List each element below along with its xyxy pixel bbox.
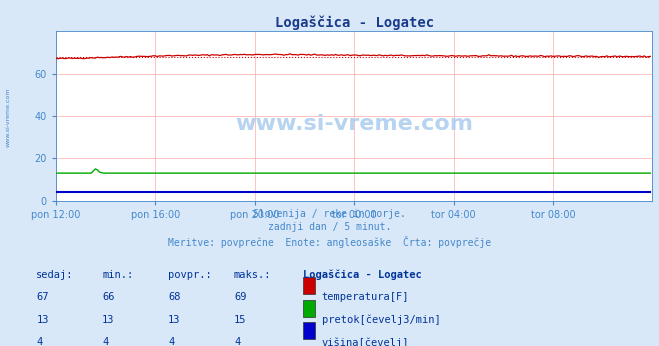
Text: www.si-vreme.com: www.si-vreme.com: [5, 88, 11, 147]
Text: Slovenija / reke in morje.: Slovenija / reke in morje.: [253, 209, 406, 219]
Text: 13: 13: [168, 315, 181, 325]
Text: 4: 4: [102, 337, 108, 346]
Title: Logaščica - Logatec: Logaščica - Logatec: [275, 16, 434, 30]
Text: 66: 66: [102, 292, 115, 302]
Text: 13: 13: [102, 315, 115, 325]
Text: 69: 69: [234, 292, 246, 302]
Text: 67: 67: [36, 292, 49, 302]
Text: 4: 4: [36, 337, 42, 346]
Text: sedaj:: sedaj:: [36, 270, 74, 280]
Text: 68: 68: [168, 292, 181, 302]
Text: povpr.:: povpr.:: [168, 270, 212, 280]
Text: 4: 4: [234, 337, 240, 346]
Text: zadnji dan / 5 minut.: zadnji dan / 5 minut.: [268, 222, 391, 233]
Text: maks.:: maks.:: [234, 270, 272, 280]
Text: www.si-vreme.com: www.si-vreme.com: [235, 115, 473, 134]
Text: Logaščica - Logatec: Logaščica - Logatec: [303, 270, 422, 280]
Text: pretok[čevelj3/min]: pretok[čevelj3/min]: [322, 315, 440, 325]
Text: višina[čevelj]: višina[čevelj]: [322, 337, 409, 346]
Text: temperatura[F]: temperatura[F]: [322, 292, 409, 302]
Text: min.:: min.:: [102, 270, 133, 280]
Text: 15: 15: [234, 315, 246, 325]
Text: 13: 13: [36, 315, 49, 325]
Text: Meritve: povprečne  Enote: angleosaške  Črta: povprečje: Meritve: povprečne Enote: angleosaške Čr…: [168, 236, 491, 248]
Text: 4: 4: [168, 337, 174, 346]
